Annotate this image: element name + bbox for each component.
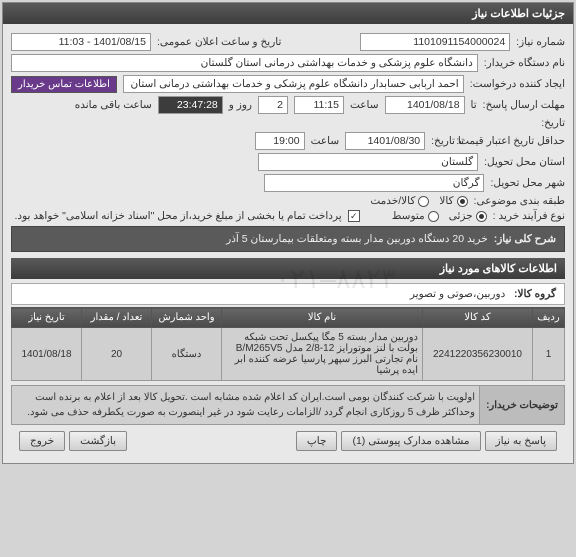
attachments-button[interactable]: مشاهده مدارک پیوستی (1) bbox=[341, 431, 480, 451]
group-value: دوربین،صوتی و تصویر bbox=[410, 288, 505, 300]
process-medium-radio[interactable]: متوسط bbox=[392, 210, 439, 222]
validity-date: 1401/08/30 bbox=[345, 132, 425, 150]
desc-text: خرید 20 دستگاه دوربین مدار بسته ومتعلقات… bbox=[226, 233, 488, 245]
city-label: شهر محل تحویل: bbox=[490, 177, 565, 189]
province-value: گلستان bbox=[258, 153, 478, 171]
cell-need-date: 1401/08/18 bbox=[12, 328, 82, 381]
need-description-box: شرح کلی نیاز: خرید 20 دستگاه دوربین مدار… bbox=[11, 226, 565, 252]
col-item-name: نام کالا bbox=[222, 308, 423, 328]
validity-time: 19:00 bbox=[255, 132, 305, 150]
need-no-value: 1101091154000024 bbox=[360, 33, 510, 51]
radio-icon bbox=[476, 211, 487, 222]
remain-time: 23:47:28 bbox=[158, 96, 223, 114]
deadline-to-label: تا bbox=[471, 99, 477, 111]
buyer-label: نام دستگاه خریدار: bbox=[484, 57, 565, 69]
cell-row-no: 1 bbox=[533, 328, 565, 381]
pub-date-label: تاریخ و ساعت اعلان عمومی: bbox=[157, 36, 281, 48]
validity-to-label: تا تاریخ: bbox=[431, 135, 464, 147]
deadline-time: 11:15 bbox=[294, 96, 344, 114]
deadline-label: مهلت ارسال پاسخ: bbox=[483, 99, 565, 111]
process-radio-group: جزئی متوسط bbox=[392, 210, 487, 222]
col-need-date: تاریخ نیاز bbox=[12, 308, 82, 328]
buyer-value: دانشگاه علوم پزشکی و خدمات بهداشتی درمان… bbox=[11, 54, 478, 72]
group-label: گروه کالا: bbox=[514, 288, 556, 300]
need-no-label: شماره نیاز: bbox=[516, 36, 565, 48]
panel-title: جزئیات اطلاعات نیاز bbox=[3, 3, 573, 24]
category-service-radio[interactable]: کالا/خدمت bbox=[370, 195, 429, 207]
province-label: استان محل تحویل: bbox=[484, 156, 565, 168]
desc-label: شرح کلی نیاز: bbox=[494, 233, 556, 245]
remain-label: ساعت باقی مانده bbox=[75, 99, 152, 111]
category-service-label: کالا/خدمت bbox=[370, 195, 415, 207]
col-unit: واحد شمارش bbox=[152, 308, 222, 328]
cell-qty: 20 bbox=[82, 328, 152, 381]
category-label: طبقه بندی موضوعی: bbox=[474, 195, 565, 207]
pub-date-value: 1401/08/15 - 11:03 bbox=[11, 33, 151, 51]
deadline-date: 1401/08/18 bbox=[385, 96, 465, 114]
category-goods-label: کالا bbox=[439, 195, 453, 207]
items-table: ردیف کد کالا نام کالا واحد شمارش تعداد /… bbox=[11, 307, 565, 381]
button-bar: پاسخ به نیاز مشاهده مدارک پیوستی (1) چاپ… bbox=[11, 425, 565, 457]
radio-icon bbox=[457, 196, 468, 207]
radio-icon bbox=[428, 211, 439, 222]
cell-item-code: 224122035623001­0 bbox=[423, 328, 533, 381]
category-goods-radio[interactable]: کالا bbox=[439, 195, 467, 207]
process-medium-label: متوسط bbox=[392, 210, 425, 222]
items-section-title: اطلاعات کالاهای مورد نیاز bbox=[11, 258, 565, 279]
back-button[interactable]: بازگشت bbox=[69, 431, 127, 451]
cell-unit: دستگاه bbox=[152, 328, 222, 381]
city-value: گرگان bbox=[264, 174, 484, 192]
process-label: نوع فرآیند خرید : bbox=[493, 210, 565, 222]
process-partial-label: جزئی bbox=[449, 210, 473, 222]
buyer-notes-table: توضیحات خریدار: اولویت با شرکت کنندگان ب… bbox=[11, 385, 565, 425]
process-partial-radio[interactable]: جزئی bbox=[449, 210, 487, 222]
payment-note: پرداخت تمام یا بخشی از مبلغ خرید،از محل … bbox=[15, 210, 342, 222]
buyer-notes-text: اولویت با شرکت کنندگان بومی است.ایران کد… bbox=[12, 386, 480, 425]
radio-icon bbox=[418, 196, 429, 207]
validity-label: حداقل تاریخ اعتبار قیمت: bbox=[470, 135, 565, 147]
exit-button[interactable]: خروج bbox=[19, 431, 65, 451]
deadline-time-label: ساعت bbox=[350, 99, 379, 111]
col-row-no: ردیف bbox=[533, 308, 565, 328]
requester-value: احمد اربابی حسابدار دانشگاه علوم پزشکی و… bbox=[123, 75, 464, 93]
payment-checkbox[interactable] bbox=[348, 210, 360, 222]
validity-time-label: ساعت bbox=[311, 135, 340, 147]
col-qty: تعداد / مقدار bbox=[82, 308, 152, 328]
table-row[interactable]: 1 224122035623001­0 دوربین مدار بسته 5 م… bbox=[12, 328, 565, 381]
category-radio-group: کالا کالا/خدمت bbox=[370, 195, 467, 207]
contact-buyer-button[interactable]: اطلاعات تماس خریدار bbox=[11, 76, 117, 93]
remain-days: 2 bbox=[258, 96, 288, 114]
history-label: تاریخ: bbox=[541, 117, 565, 129]
cell-item-name: دوربین مدار بسته 5 مگا پیکسل تحت شبکه بو… bbox=[222, 328, 423, 381]
col-item-code: کد کالا bbox=[423, 308, 533, 328]
reply-button[interactable]: پاسخ به نیاز bbox=[485, 431, 557, 451]
buyer-notes-label: توضیحات خریدار: bbox=[480, 386, 565, 425]
requester-label: ایجاد کننده درخواست: bbox=[470, 78, 565, 90]
remain-days-label: روز و bbox=[229, 99, 252, 111]
print-button[interactable]: چاپ bbox=[296, 431, 338, 451]
